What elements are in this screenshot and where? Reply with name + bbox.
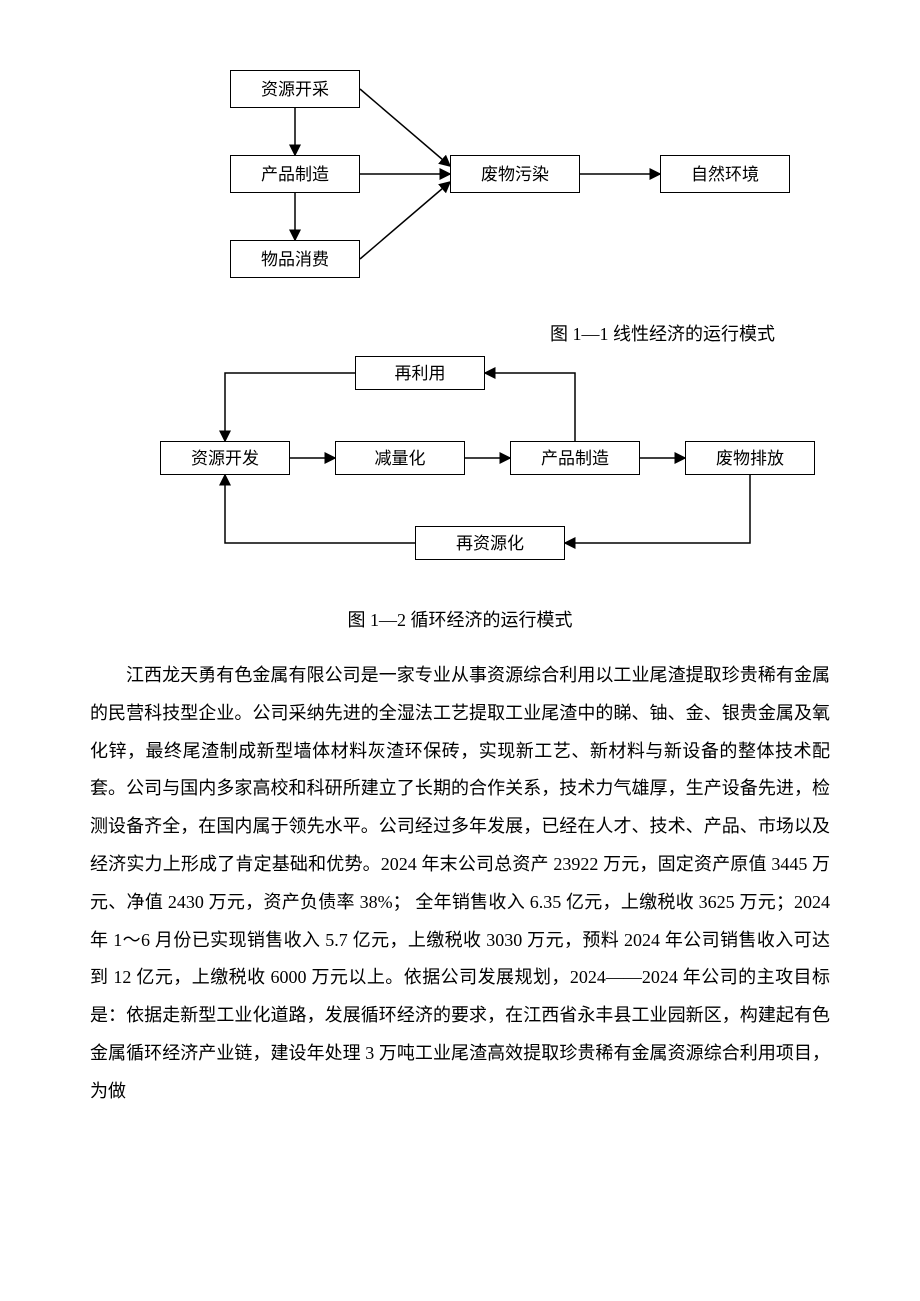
flowchart-node: 再利用 xyxy=(355,356,485,390)
body-paragraph: 江西龙天勇有色金属有限公司是一家专业从事资源综合利用以工业尾渣提取珍贵稀有金属的… xyxy=(90,657,830,1111)
diagram1-caption: 图 1—1 线性经济的运行模式 xyxy=(90,320,830,346)
diagram2-caption: 图 1—2 循环经济的运行模式 xyxy=(90,606,830,632)
flowchart-node: 资源开采 xyxy=(230,70,360,108)
diagram-linear-economy: 资源开采产品制造物品消费 废物污染 自然环境 xyxy=(150,60,810,310)
flowchart-node: 产品制造 xyxy=(510,441,640,475)
diagram-circular-economy: 再利用资源开发 减量化 产品制造 废物排放再资源化 xyxy=(140,356,840,576)
flowchart-node: 自然环境 xyxy=(660,155,790,193)
flowchart-node: 产品制造 xyxy=(230,155,360,193)
flowchart-node: 废物排放 xyxy=(685,441,815,475)
flowchart-node: 物品消费 xyxy=(230,240,360,278)
flowchart-node: 减量化 xyxy=(335,441,465,475)
flowchart-node: 再资源化 xyxy=(415,526,565,560)
flowchart-node: 资源开发 xyxy=(160,441,290,475)
document-page: 资源开采产品制造物品消费废物污染自然环境 图 1—1 线性经济的运行模式 再利用… xyxy=(0,0,920,1151)
flowchart-node: 废物污染 xyxy=(450,155,580,193)
